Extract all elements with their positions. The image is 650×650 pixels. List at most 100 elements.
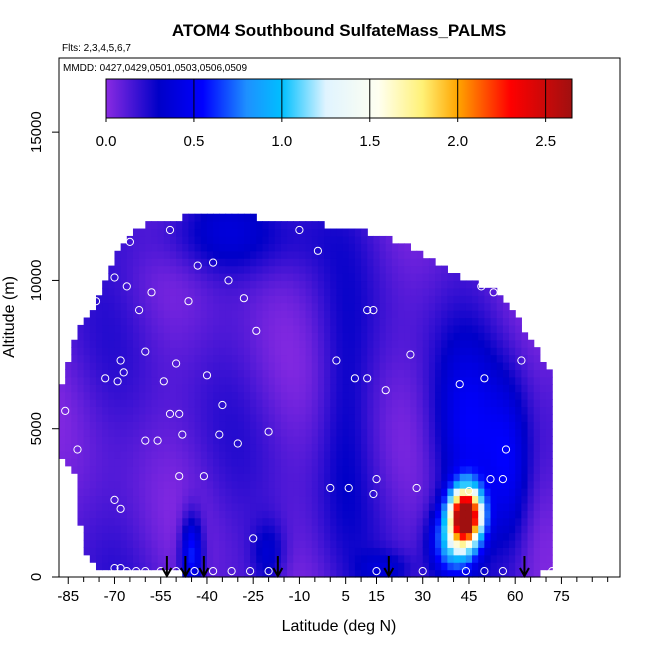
heatmap-cell <box>274 347 282 356</box>
heatmap-cell <box>256 235 264 244</box>
observation-point <box>498 475 507 484</box>
heatmap-cell <box>89 436 97 445</box>
heatmap-cell <box>379 510 387 519</box>
heatmap-cell <box>410 354 418 363</box>
heatmap-cell <box>416 480 424 489</box>
heatmap-cell <box>317 287 325 296</box>
heatmap-cell <box>89 480 97 489</box>
heatmap-cell <box>206 473 214 482</box>
heatmap-cell <box>176 525 183 534</box>
heatmap-cell <box>379 347 387 356</box>
heatmap-cell <box>391 265 399 274</box>
heatmap-cell <box>428 339 436 348</box>
heatmap-cell <box>527 450 535 459</box>
heatmap-cell <box>521 488 529 497</box>
heatmap-cell <box>416 273 424 282</box>
heatmap-cell <box>145 473 153 482</box>
heatmap-cell <box>95 302 103 311</box>
heatmap-cell <box>151 480 159 489</box>
heatmap-cell <box>422 562 430 571</box>
heatmap-cell <box>250 525 257 534</box>
heatmap-cell <box>324 547 331 556</box>
heatmap-cell <box>453 421 461 430</box>
heatmap-cell <box>521 458 529 467</box>
heatmap-cell <box>324 273 331 282</box>
heatmap-cell <box>317 384 325 393</box>
heatmap-cell <box>151 339 159 348</box>
heatmap-cell <box>465 339 473 348</box>
observation-point <box>135 306 144 315</box>
heatmap-cell <box>126 339 134 348</box>
heatmap-cell <box>200 235 208 244</box>
heatmap-cell <box>145 228 153 237</box>
heatmap-cell <box>410 532 418 541</box>
heatmap-cell <box>373 295 381 304</box>
heatmap-cell <box>250 458 257 467</box>
heatmap-cell <box>478 465 485 474</box>
heatmap-cell <box>65 384 72 393</box>
heatmap-cell <box>509 547 516 556</box>
heatmap-cell <box>342 532 350 541</box>
heatmap-cell <box>268 502 276 511</box>
heatmap-cell <box>416 310 424 319</box>
heatmap-cell <box>95 413 103 422</box>
heatmap-cell <box>206 421 214 430</box>
heatmap-cell <box>157 287 165 296</box>
heatmap-cell <box>77 384 85 393</box>
heatmap-cell <box>274 465 282 474</box>
heatmap-cell <box>336 406 344 415</box>
heatmap-cell <box>435 465 442 474</box>
heatmap-cell <box>490 554 498 563</box>
heatmap-cell <box>416 317 424 326</box>
heatmap-cell <box>299 384 307 393</box>
heatmap-cell <box>194 458 202 467</box>
heatmap-cell <box>336 347 344 356</box>
heatmap-cell <box>169 235 177 244</box>
heatmap-cell <box>416 547 424 556</box>
heatmap-cell <box>243 428 251 437</box>
heatmap-cell <box>317 235 325 244</box>
heatmap-cell <box>354 458 362 467</box>
heatmap-cell <box>206 317 214 326</box>
heatmap-cell <box>274 391 282 400</box>
heatmap-cell <box>527 473 535 482</box>
heatmap-cell <box>169 406 177 415</box>
heatmap-cell <box>200 495 208 504</box>
heatmap-cell <box>391 369 399 378</box>
heatmap-cell <box>280 243 288 252</box>
heatmap-cell <box>453 502 461 511</box>
heatmap-cell <box>237 332 245 341</box>
heatmap-cell <box>243 235 251 244</box>
heatmap-cell <box>509 354 516 363</box>
heatmap-cell <box>361 250 368 259</box>
observation-point <box>224 276 233 285</box>
heatmap-cell <box>182 525 190 534</box>
heatmap-cell <box>484 539 492 548</box>
heatmap-cell <box>502 525 510 534</box>
heatmap-cell <box>206 488 214 497</box>
heatmap-cell <box>268 406 276 415</box>
heatmap-cell <box>398 525 405 534</box>
heatmap-cell <box>472 354 479 363</box>
heatmap-cell <box>250 295 257 304</box>
heatmap-cell <box>385 428 393 437</box>
heatmap-cell <box>391 324 399 333</box>
heatmap-cell <box>262 265 270 274</box>
heatmap-cell <box>317 310 325 319</box>
heatmap-cell <box>502 517 510 526</box>
heatmap-cell <box>515 525 522 534</box>
heatmap-cell <box>509 436 516 445</box>
heatmap-cell <box>200 317 208 326</box>
heatmap-cell <box>89 450 97 459</box>
heatmap-cell <box>132 517 140 526</box>
heatmap-cell <box>237 465 245 474</box>
heatmap-cell <box>237 339 245 348</box>
heatmap-cell <box>465 517 473 526</box>
heatmap-cell <box>262 562 270 571</box>
heatmap-cell <box>83 332 91 341</box>
heatmap-cell <box>200 361 208 370</box>
heatmap-cell <box>342 324 350 333</box>
heatmap-cell <box>416 369 424 378</box>
heatmap-cell <box>132 465 140 474</box>
heatmap-cell <box>428 369 436 378</box>
